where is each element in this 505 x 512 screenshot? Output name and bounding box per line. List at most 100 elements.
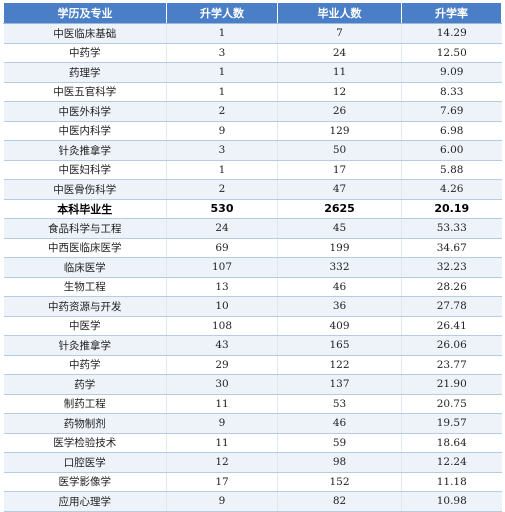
cell-admitted: 13	[166, 277, 278, 297]
cell-admitted: 12	[166, 452, 278, 473]
cell-admitted: 1	[166, 82, 278, 102]
cell-major: 中药资源与开发	[3, 296, 167, 317]
table-row: 医学检验技术 11 59 18.64	[3, 433, 502, 453]
cell-graduates: 199	[277, 238, 402, 258]
cell-rate: 28.26	[401, 277, 502, 297]
cell-major: 应用心理学	[3, 491, 167, 512]
cell-graduates: 47	[277, 179, 402, 200]
table-row: 中医妇科学 1 17 5.88	[3, 160, 502, 180]
cell-major: 针灸推拿学	[3, 335, 167, 356]
cell-admitted: 1	[166, 62, 278, 83]
table-row: 口腔医学 12 98 12.24	[3, 452, 502, 473]
table-row: 生物工程 13 46 28.26	[3, 277, 502, 297]
cell-graduates: 82	[277, 491, 402, 512]
table-row: 药学 30 137 21.90	[3, 374, 502, 395]
cell-major: 本科毕业生	[3, 199, 167, 219]
cell-rate: 26.41	[401, 316, 502, 336]
cell-major: 针灸推拿学	[3, 140, 167, 161]
cell-major: 临床医学	[3, 257, 167, 278]
cell-admitted: 69	[166, 238, 278, 258]
cell-graduates: 17	[277, 160, 402, 180]
cell-major: 药学	[3, 374, 167, 395]
cell-admitted: 9	[166, 121, 278, 141]
cell-major: 口腔医学	[3, 452, 167, 473]
cell-graduates: 46	[277, 277, 402, 297]
cell-rate: 8.33	[401, 82, 502, 102]
cell-major: 中医临床基础	[3, 23, 167, 44]
cell-rate: 19.57	[401, 413, 502, 434]
cell-rate: 6.98	[401, 121, 502, 141]
table-row: 中医骨伤科学 2 47 4.26	[3, 179, 502, 200]
summary-row: 本科毕业生 530 2625 20.19	[3, 199, 502, 219]
cell-rate: 20.75	[401, 394, 502, 414]
table-row: 食品科学与工程 24 45 53.33	[3, 218, 502, 239]
cell-admitted: 17	[166, 472, 278, 492]
cell-admitted: 1	[166, 160, 278, 180]
table-row: 中药资源与开发 10 36 27.78	[3, 296, 502, 317]
cell-major: 医学检验技术	[3, 433, 167, 453]
cell-graduates: 36	[277, 296, 402, 317]
table-row: 中医临床基础 1 7 14.29	[3, 23, 502, 44]
cell-rate: 4.26	[401, 179, 502, 200]
cell-graduates: 59	[277, 433, 402, 453]
table-row: 中药学 29 122 23.77	[3, 355, 502, 375]
header-rate: 升学率	[401, 2, 502, 24]
cell-rate: 11.18	[401, 472, 502, 492]
cell-major: 中医内科学	[3, 121, 167, 141]
table-row: 中医学 108 409 26.41	[3, 316, 502, 336]
cell-admitted: 3	[166, 43, 278, 63]
cell-rate: 10.98	[401, 491, 502, 512]
cell-admitted: 11	[166, 433, 278, 453]
cell-rate: 18.64	[401, 433, 502, 453]
cell-major: 医学影像学	[3, 472, 167, 492]
header-major: 学历及专业	[3, 2, 167, 24]
cell-graduates: 152	[277, 472, 402, 492]
cell-rate: 34.67	[401, 238, 502, 258]
table-row: 中医外科学 2 26 7.69	[3, 101, 502, 122]
cell-admitted: 30	[166, 374, 278, 395]
cell-admitted: 9	[166, 491, 278, 512]
cell-graduates: 2625	[277, 199, 402, 219]
cell-admitted: 24	[166, 218, 278, 239]
table-body: 中医临床基础 1 7 14.29 中药学 3 24 12.50 药理学 1 11 9.09 中医五官科学…	[3, 23, 502, 512]
cell-major: 中医妇科学	[3, 160, 167, 180]
cell-graduates: 24	[277, 43, 402, 63]
cell-admitted: 11	[166, 394, 278, 414]
table-row: 中药学 3 24 12.50	[3, 43, 502, 63]
cell-graduates: 26	[277, 101, 402, 122]
table-row: 药物制剂 9 46 19.57	[3, 413, 502, 434]
cell-graduates: 98	[277, 452, 402, 473]
table-row: 药理学 1 11 9.09	[3, 62, 502, 83]
cell-major: 食品科学与工程	[3, 218, 167, 239]
cell-graduates: 12	[277, 82, 402, 102]
cell-rate: 12.50	[401, 43, 502, 63]
cell-graduates: 7	[277, 23, 402, 44]
cell-admitted: 10	[166, 296, 278, 317]
cell-rate: 20.19	[401, 199, 502, 219]
table-row: 医学影像学 17 152 11.18	[3, 472, 502, 492]
cell-graduates: 50	[277, 140, 402, 161]
table-row: 制药工程 11 53 20.75	[3, 394, 502, 414]
table-row: 针灸推拿学 3 50 6.00	[3, 140, 502, 161]
cell-rate: 53.33	[401, 218, 502, 239]
cell-admitted: 1	[166, 23, 278, 44]
cell-major: 药物制剂	[3, 413, 167, 434]
cell-major: 生物工程	[3, 277, 167, 297]
table-row: 中医内科学 9 129 6.98	[3, 121, 502, 141]
admission-rate-table: 学历及专业 升学人数 毕业人数 升学率 中医临床基础 1 7 14.29 中药学 3 24 1…	[3, 2, 502, 512]
cell-major: 制药工程	[3, 394, 167, 414]
cell-major: 中医骨伤科学	[3, 179, 167, 200]
cell-rate: 7.69	[401, 101, 502, 122]
cell-admitted: 108	[166, 316, 278, 336]
cell-major: 中医学	[3, 316, 167, 336]
cell-major: 中医外科学	[3, 101, 167, 122]
table-header-row: 学历及专业 升学人数 毕业人数 升学率	[3, 2, 502, 24]
cell-rate: 14.29	[401, 23, 502, 44]
cell-major: 中医五官科学	[3, 82, 167, 102]
cell-rate: 23.77	[401, 355, 502, 375]
cell-admitted: 29	[166, 355, 278, 375]
cell-admitted: 530	[166, 199, 278, 219]
cell-admitted: 2	[166, 101, 278, 122]
cell-admitted: 107	[166, 257, 278, 278]
cell-graduates: 46	[277, 413, 402, 434]
